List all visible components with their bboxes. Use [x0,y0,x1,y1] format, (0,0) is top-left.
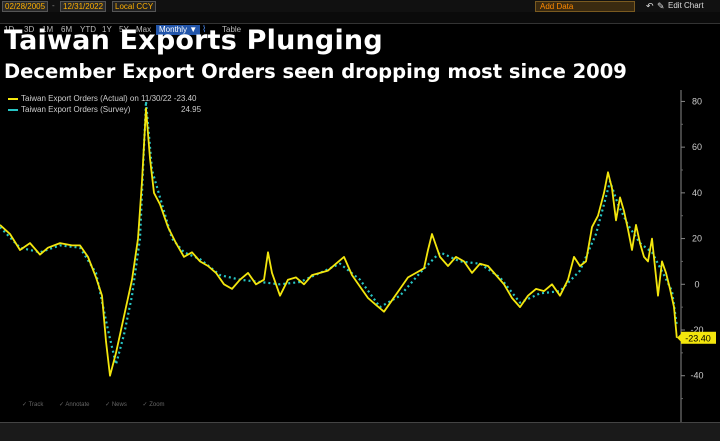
end-date-field[interactable]: 12/31/2022 [60,1,107,12]
y-tick-label: -20 [690,325,703,335]
legend-value-survey: 24.95 [181,105,202,114]
y-tick-label: 0 [694,279,699,289]
export-orders-chart: 2006200720082009201020112012201320142015… [0,90,720,440]
zoom-tool[interactable]: ✓ Zoom [142,402,165,408]
chart-toolbar: 02/28/2005 - 12/31/2022 Local CCY Add Da… [0,0,720,13]
x-axis-bar [0,422,720,441]
y-axis-background [681,90,720,422]
series-line-survey [0,100,678,366]
edit-chart-icon[interactable]: ✎ [657,1,665,11]
range-1m[interactable]: 1M [42,25,54,34]
range-max[interactable]: Max [136,25,152,34]
chart-tools: ✓ Track ✓ Annotate ✓ News ✓ Zoom [22,401,165,408]
series-line-actual [0,107,678,377]
legend-label-survey: Taiwan Export Orders (Survey) [21,105,131,114]
y-tick-label: 80 [692,96,702,106]
track-tool[interactable]: ✓ Track [22,402,44,408]
y-tick-label: 20 [692,234,702,244]
legend-swatch-actual [8,97,18,100]
date-separator: - [52,1,55,10]
y-tick-label: -40 [690,371,703,381]
headline: Taiwan Exports Plunging [4,25,383,56]
undo-icon[interactable]: ↶ [646,1,654,11]
range-6m[interactable]: 6M [61,25,73,34]
legend-swatch-survey [8,108,18,111]
news-tool[interactable]: ✓ News [105,402,127,408]
last-value-pointer [677,333,681,342]
legend-item-survey[interactable]: Taiwan Export Orders (Survey) 24.95 [8,104,201,115]
last-value-label: -23.40 [685,333,711,343]
range-1d[interactable]: 1D [4,25,15,34]
range-5y[interactable]: 5Y [119,25,129,34]
add-data-field[interactable]: Add Data [535,1,635,12]
frequency-select[interactable]: Monthly ▼ [156,25,201,35]
range-3d[interactable]: 3D [24,25,35,34]
y-tick-label: 40 [692,188,702,198]
legend-label-actual: Taiwan Export Orders (Actual) on 11/30/2… [21,94,197,103]
range-ytd[interactable]: YTD [80,25,96,34]
line-chart-icon[interactable]: ⌇ [202,24,207,34]
chart-legend: Taiwan Export Orders (Actual) on 11/30/2… [8,93,201,115]
start-date-field[interactable]: 02/28/2005 [2,1,49,12]
range-1y[interactable]: 1Y [102,25,112,34]
y-tick-label: 60 [692,142,702,152]
range-toolbar: 1D 3D 1M 6M YTD 1Y 5Y Max Monthly ▼ ⌇ Ta… [0,12,720,35]
last-value-tag [681,331,716,344]
edit-chart-button[interactable]: Edit Chart [668,1,704,10]
subheadline: December Export Orders seen dropping mos… [4,60,627,83]
currency-select[interactable]: Local CCY [112,1,157,12]
table-button[interactable]: Table [222,25,242,34]
annotate-tool[interactable]: ✓ Annotate [59,402,90,408]
legend-item-actual[interactable]: Taiwan Export Orders (Actual) on 11/30/2… [8,93,197,104]
